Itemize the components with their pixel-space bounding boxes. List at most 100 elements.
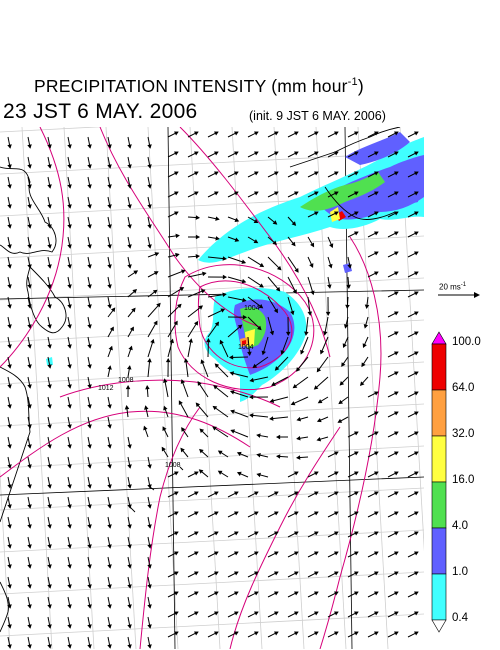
wind-arrow-head [183, 358, 189, 363]
wind-arrow-head [300, 349, 305, 355]
wind-arrow-head [27, 484, 32, 489]
wind-arrow-head [261, 350, 266, 356]
wind-arrow-head [7, 344, 12, 349]
wind-arrow-head [236, 451, 242, 457]
wind-arrow-head [414, 251, 419, 256]
wind-arrow-head [314, 131, 319, 136]
wind-arrow-head [234, 131, 239, 136]
wind-arrow-head [256, 453, 261, 458]
wind-arrow-head [328, 263, 333, 269]
wind-arrow-head [127, 524, 132, 529]
wind-arrow-head [174, 131, 179, 136]
wind-arrow-head [47, 364, 52, 369]
wind-arrow-head [127, 504, 132, 509]
wind-arrow-head [414, 571, 419, 576]
wind-arrow-head [27, 144, 32, 149]
wind-arrow-head [107, 144, 112, 149]
wind-arrow-head [87, 324, 92, 329]
wind-arrow-head [280, 350, 285, 355]
wind-arrow-head [27, 584, 32, 589]
wind-arrow-head [127, 604, 132, 609]
wind-arrow-head [181, 427, 186, 432]
wind-arrow-head [27, 284, 32, 289]
wind-arrow-head [217, 470, 223, 475]
wind-arrow-head [206, 337, 211, 343]
wind-arrow-head [414, 171, 419, 176]
wind-arrow-head [87, 304, 92, 309]
meridian-line [105, 127, 137, 649]
wind-arrow-head [87, 504, 92, 509]
wind-arrow-head [374, 451, 379, 456]
wind-arrow-head [354, 511, 359, 516]
meridian-line [189, 127, 221, 649]
wind-arrow-head [374, 391, 379, 396]
wind-arrow-head [147, 644, 152, 649]
wind-arrow-head [294, 171, 299, 176]
wind-arrow-head [67, 424, 72, 429]
wind-arrow-head [414, 491, 419, 496]
wind-arrow-head [147, 204, 152, 209]
parallel-line [0, 445, 424, 469]
wind-arrow-head [194, 551, 199, 556]
precip-band-outer [198, 137, 424, 263]
wind-arrow-head [174, 471, 179, 476]
wind-arrow-head [47, 484, 52, 489]
colorbar-level-label: 16.0 [452, 474, 475, 486]
wind-arrow-head [334, 171, 339, 176]
wind-arrow-head [199, 428, 205, 434]
wind-arrow-head [67, 564, 72, 569]
wind-arrow-head [374, 631, 379, 636]
wind-arrow-head [214, 591, 219, 596]
wind-arrow-head [394, 351, 399, 356]
wind-arrow-head [274, 151, 279, 156]
wind-arrow-head [7, 444, 12, 449]
wind-arrow-head [174, 591, 179, 596]
wind-arrow-head [374, 171, 379, 176]
wind-arrow-head [215, 216, 220, 221]
wind-arrow-head [254, 151, 259, 156]
wind-arrow-head [107, 164, 112, 169]
wind-arrow-head [131, 307, 136, 313]
wind-arrow-head [414, 391, 419, 396]
colorbar-segment [431, 389, 447, 437]
wind-arrow-head [234, 491, 239, 496]
wind-arrow-head [87, 284, 92, 289]
wind-arrow-head [294, 491, 299, 496]
wind-arrow-head [156, 302, 161, 308]
precip-patch-east [392, 178, 420, 203]
wind-arrow-head [107, 404, 112, 409]
wind-arrow-head [254, 171, 259, 176]
wind-arrow-head [47, 504, 52, 509]
wind-arrow-head [394, 491, 399, 496]
wind-arrow-head [359, 381, 365, 386]
wind-arrow-head [291, 241, 296, 247]
wind-arrow-head [294, 191, 299, 196]
wind-arrow-head [314, 591, 319, 596]
wind-arrow-head [194, 591, 199, 596]
wind-arrow-head [314, 571, 319, 576]
wind-arrow-head [394, 591, 399, 596]
wind-arrow-head [272, 220, 278, 225]
precip-cell-yellow [330, 207, 340, 222]
wind-arrow-head [87, 584, 92, 589]
wind-arrow-head [162, 426, 167, 431]
wind-arrow-head [241, 259, 247, 264]
wind-arrow-head [414, 271, 419, 276]
wind-arrow-head [194, 191, 199, 196]
wind-arrow-head [342, 343, 347, 349]
isobar-label: 1008 [118, 377, 134, 384]
wind-scale-arrow [438, 292, 480, 298]
wind-arrow-head [107, 284, 112, 289]
wind-arrow-head [394, 131, 399, 136]
title-close: ) [357, 76, 364, 96]
wind-arrow-head [143, 425, 148, 431]
wind-arrow-head [394, 611, 399, 616]
wind-arrow-head [47, 324, 52, 329]
wind-arrow-head [7, 624, 12, 629]
wind-arrow-head [314, 191, 319, 196]
wind-arrow-head [394, 451, 399, 456]
parallel-line [0, 487, 424, 511]
wind-arrow-head [414, 211, 419, 216]
wind-arrow-head [67, 324, 72, 329]
wind-arrow-head [354, 151, 359, 156]
